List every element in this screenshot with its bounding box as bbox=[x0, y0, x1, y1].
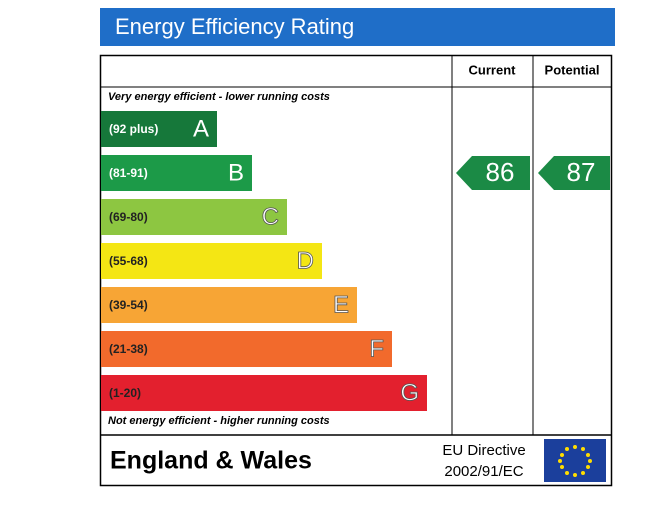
bottom-note: Not energy efficient - higher running co… bbox=[108, 415, 330, 427]
top-note: Very energy efficient - lower running co… bbox=[108, 91, 330, 103]
eu-flag bbox=[544, 439, 606, 482]
frame bbox=[99, 54, 613, 487]
band-range: (81-91) bbox=[109, 166, 148, 180]
band-letter: D bbox=[297, 247, 314, 274]
band-range: (55-68) bbox=[109, 254, 148, 268]
band-range: (21-38) bbox=[109, 342, 148, 356]
band-range: (92 plus) bbox=[109, 122, 158, 136]
rating-arrow bbox=[538, 156, 610, 190]
rating-value: 86 bbox=[486, 157, 515, 187]
band-letter: A bbox=[193, 115, 209, 142]
column-header: Potential bbox=[545, 62, 600, 77]
band-bar bbox=[101, 375, 427, 411]
band-letter: B bbox=[228, 159, 244, 186]
title-bar bbox=[100, 8, 615, 46]
band-range: (69-80) bbox=[109, 210, 148, 224]
band-bar bbox=[101, 287, 357, 323]
region: England & Wales bbox=[110, 447, 312, 475]
column-header: Current bbox=[469, 62, 517, 77]
band-range: (1-20) bbox=[109, 386, 141, 400]
rating-value: 87 bbox=[567, 157, 596, 187]
band-bar bbox=[101, 155, 252, 191]
band-letter: F bbox=[369, 335, 384, 362]
band-letter: C bbox=[262, 203, 279, 230]
band-bar bbox=[101, 331, 392, 367]
band-bar bbox=[101, 243, 322, 279]
band-bar bbox=[101, 199, 287, 235]
band-letter: E bbox=[333, 291, 349, 318]
band-bar bbox=[101, 111, 217, 147]
band-letter: G bbox=[400, 379, 419, 406]
directive: 2002/91/EC bbox=[444, 463, 523, 480]
directive: EU Directive bbox=[442, 442, 525, 459]
rating-arrow bbox=[456, 156, 530, 190]
band-range: (39-54) bbox=[109, 298, 148, 312]
chart-title: Energy Efficiency Rating bbox=[115, 14, 354, 39]
